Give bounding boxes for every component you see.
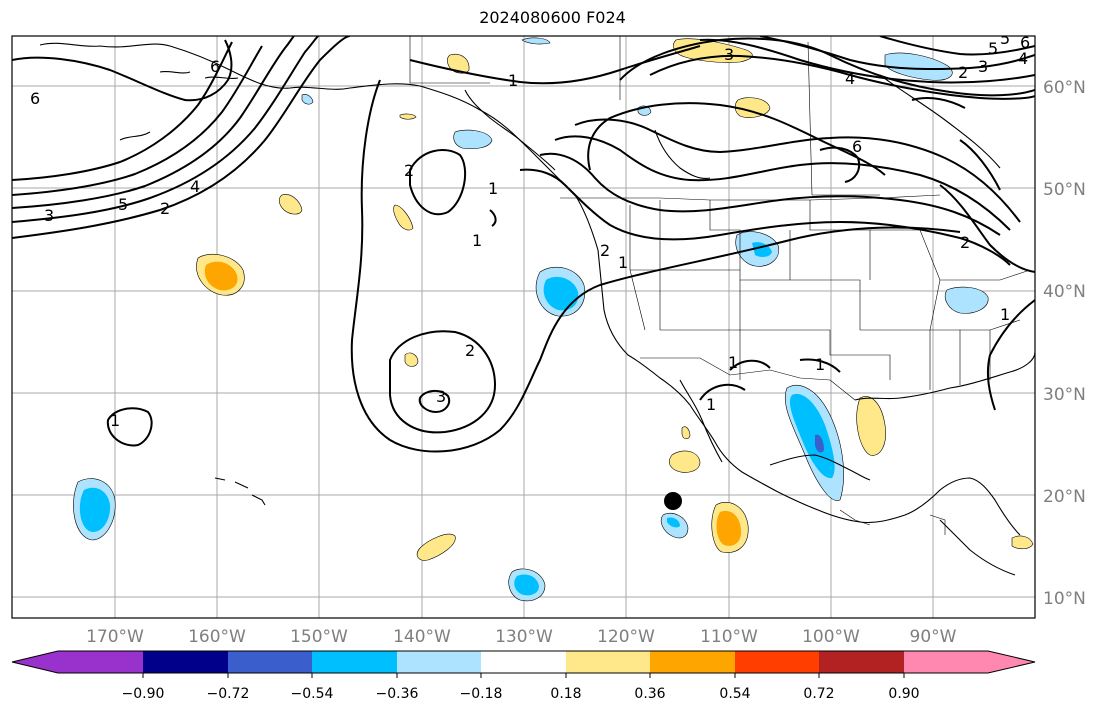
contour-labels: 6 6 5 4 3 2 1 2 1 2 3 1 1 2 1 3 4 6 5 2 … [30, 29, 1030, 430]
colorbar-cell [650, 651, 735, 673]
lat-label: 60°N [1043, 78, 1086, 98]
contour-label: 2 [958, 63, 968, 82]
map-panel: 6 6 5 4 3 2 1 2 1 2 3 1 1 2 1 3 4 6 5 2 … [12, 29, 1035, 618]
colorbar-tick-label: 0.90 [888, 686, 919, 702]
colorbar-tick-label: −0.90 [122, 686, 165, 702]
map-frame [11, 35, 1036, 619]
contour-label: 4 [845, 69, 855, 88]
lon-label: 100°W [802, 627, 860, 647]
colorbar-tick-label: −0.36 [376, 686, 419, 702]
colorbar-tick-label: 0.72 [803, 686, 834, 702]
colorbar-extend-high [988, 651, 1035, 673]
lon-label: 130°W [495, 627, 553, 647]
colorbar-cell [143, 651, 228, 673]
storm-marker [664, 492, 682, 510]
contour-label: 2 [600, 241, 610, 260]
lon-label: 90°W [910, 627, 957, 647]
contour-label: 3 [978, 57, 988, 76]
colorbar-cell [735, 651, 819, 673]
colorbar-tick-label: 0.54 [719, 686, 750, 702]
lon-label: 170°W [86, 627, 144, 647]
contours [12, 36, 1035, 453]
colorbar-cell [904, 651, 988, 673]
contour-label: 6 [1020, 33, 1030, 52]
colorbar-tick-label: 0.36 [634, 686, 665, 702]
contour-label: 4 [190, 177, 200, 196]
contour-label: 6 [852, 137, 862, 156]
contour-label: 3 [724, 45, 734, 64]
colorbar-extend-low [12, 651, 58, 673]
colorbar-cell [228, 651, 312, 673]
map-title: 2024080600 F024 [479, 8, 626, 27]
contour-label: 1 [618, 253, 628, 272]
contour-label: 5 [988, 39, 998, 58]
colorbar: −0.90 −0.72 −0.54 −0.36 −0.18 0.18 0.36 … [11, 650, 1036, 702]
colorbar-cell [566, 651, 650, 673]
colorbar-cell [58, 651, 143, 673]
lat-label: 50°N [1043, 180, 1086, 200]
lat-label: 10°N [1043, 589, 1086, 609]
colorbar-cell [312, 651, 397, 673]
colorbar-tick-label: 0.18 [550, 686, 581, 702]
contour-label: 1 [508, 71, 518, 90]
contour-label: 1 [472, 231, 482, 250]
contour-label: 1 [728, 353, 738, 372]
contour-label: 5 [118, 195, 128, 214]
longitude-labels: 170°W 160°W 150°W 140°W 130°W 120°W 110°… [86, 627, 957, 647]
colorbar-cell [819, 651, 904, 673]
colorbar-tick-label: −0.54 [291, 686, 334, 702]
contour-label: 2 [404, 161, 414, 180]
colorbar-cell [397, 651, 481, 673]
contour-label: 1 [1000, 305, 1010, 324]
contour-label: 1 [815, 355, 825, 374]
contour-label: 1 [488, 179, 498, 198]
latitude-labels: 60°N 50°N 40°N 30°N 20°N 10°N [1043, 78, 1086, 609]
contour-label: 1 [110, 411, 120, 430]
contour-label: 2 [465, 341, 475, 360]
lon-label: 110°W [700, 627, 758, 647]
contour-label: 6 [210, 57, 220, 76]
contour-label: 4 [1018, 49, 1028, 68]
lon-label: 120°W [597, 627, 655, 647]
lat-label: 20°N [1043, 487, 1086, 507]
contour-label: 1 [706, 395, 716, 414]
colorbar-tick-label: −0.18 [460, 686, 503, 702]
contour-label: 3 [44, 206, 54, 225]
contour-label: 3 [436, 387, 446, 406]
contour-label: 5 [1000, 29, 1010, 48]
lat-label: 40°N [1043, 282, 1086, 302]
contour-label: 2 [960, 233, 970, 252]
lon-label: 150°W [290, 627, 348, 647]
colorbar-cell [481, 651, 566, 673]
lat-label: 30°N [1043, 385, 1086, 405]
lon-label: 160°W [188, 627, 246, 647]
colorbar-tick-label: −0.72 [207, 686, 250, 702]
contour-label: 6 [30, 89, 40, 108]
contour-label: 2 [160, 199, 170, 218]
lon-label: 140°W [393, 627, 451, 647]
political-borders [409, 36, 1031, 535]
